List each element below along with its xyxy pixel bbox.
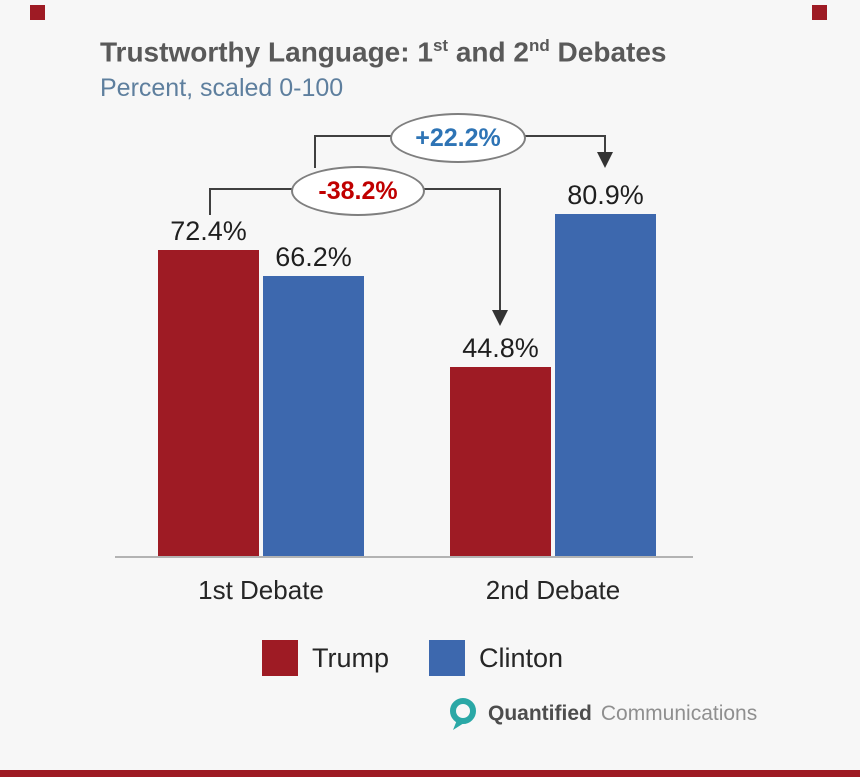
chart-subtitle: Percent, scaled 0-100 [100, 74, 344, 102]
chart-title: Trustworthy Language: 1st and 2nd Debate… [100, 36, 667, 68]
bar-trump-1st [158, 250, 259, 557]
legend-label-clinton: Clinton [479, 642, 564, 673]
bar-value-label: 80.9% [567, 180, 644, 210]
bar-value-label: 44.8% [462, 333, 539, 363]
brand-logo: Quantified Communications [447, 697, 757, 731]
connector-clinton-arrowhead [597, 152, 613, 168]
bar-clinton-1st [263, 276, 364, 557]
legend-item-clinton: Clinton [429, 640, 563, 676]
bar-value-label: 72.4% [170, 216, 247, 246]
bar-trump-2nd [450, 367, 551, 557]
decoration-square-top-left [30, 5, 45, 20]
bar-value-label: 66.2% [275, 242, 352, 272]
bar-clinton-2nd [555, 214, 656, 557]
legend-swatch-clinton [429, 640, 466, 676]
x-axis-label-1st-debate: 1st Debate [198, 575, 324, 605]
decoration-square-top-right [812, 5, 827, 20]
legend: Trump Clinton [262, 640, 563, 676]
connector-trump-arrowhead [492, 310, 508, 326]
legend-label-trump: Trump [312, 642, 390, 673]
annotation-clinton-change: +22.2% [390, 113, 526, 163]
brand-name-secondary: Communications [600, 702, 758, 725]
brand-name-primary: Quantified [488, 702, 592, 725]
x-axis-line [115, 556, 693, 558]
legend-item-trump: Trump [262, 640, 389, 676]
quantified-communications-logo-icon [450, 698, 476, 730]
legend-swatch-trump [262, 640, 298, 676]
decoration-bottom-bar [0, 770, 860, 777]
annotation-trump-change: -38.2% [291, 166, 425, 216]
x-axis-label-2nd-debate: 2nd Debate [485, 575, 621, 605]
